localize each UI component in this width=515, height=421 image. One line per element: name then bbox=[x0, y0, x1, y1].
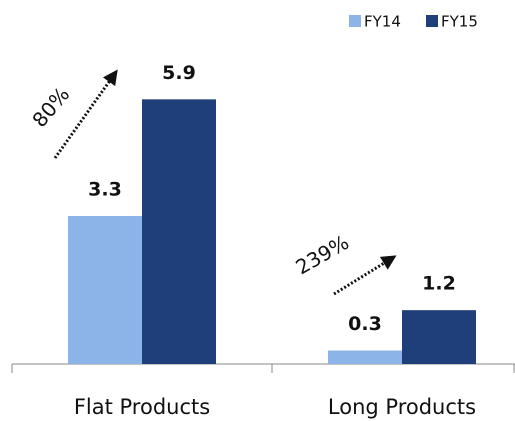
data-label: 3.3 bbox=[88, 178, 122, 200]
bar bbox=[328, 350, 402, 364]
x-tick-label: Flat Products bbox=[74, 395, 210, 419]
annotation: 80% bbox=[27, 82, 74, 131]
legend-label: FY15 bbox=[441, 13, 478, 31]
data-label: 0.3 bbox=[348, 313, 382, 335]
legend-label: FY14 bbox=[364, 13, 401, 31]
data-label: 5.9 bbox=[162, 62, 196, 84]
annotation: 239% bbox=[291, 230, 353, 279]
bar bbox=[142, 99, 216, 364]
data-label: 1.2 bbox=[422, 273, 456, 295]
bar bbox=[402, 310, 476, 364]
legend-swatch bbox=[426, 15, 438, 27]
growth-arrow bbox=[333, 255, 397, 296]
growth-arrow bbox=[53, 69, 118, 159]
legend-swatch bbox=[349, 15, 361, 27]
x-tick-label: Long Products bbox=[328, 395, 476, 419]
bar bbox=[68, 215, 142, 364]
